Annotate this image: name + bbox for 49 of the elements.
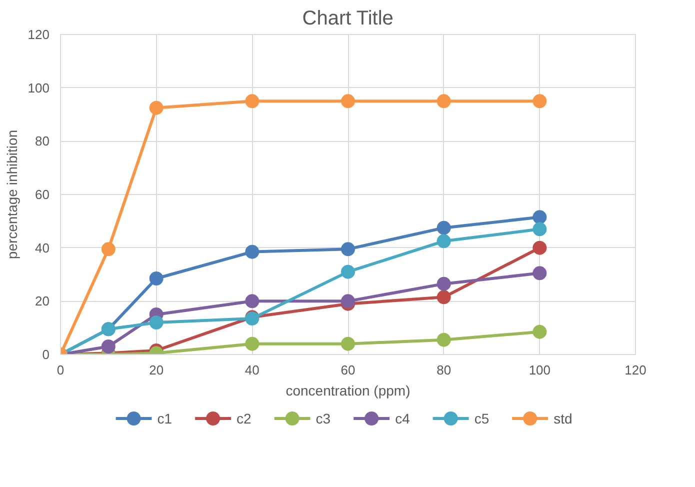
y-tick-label: 80	[35, 134, 50, 149]
y-tick-label: 60	[35, 187, 50, 202]
point	[532, 210, 547, 224]
x-tick-label: 40	[244, 362, 260, 378]
x-tick-label: 60	[340, 362, 356, 378]
point	[245, 244, 260, 259]
point	[341, 264, 355, 279]
y-tick-label: 0	[42, 347, 50, 362]
point	[436, 276, 451, 291]
x-tick-label: 80	[436, 362, 452, 378]
point	[149, 100, 164, 115]
legend-label: c1	[157, 410, 172, 426]
y-tick-label: 20	[35, 294, 50, 309]
point	[101, 242, 116, 256]
point	[532, 324, 547, 339]
point	[341, 336, 355, 351]
legend-label: c2	[236, 410, 252, 426]
x-tick-label: 0	[56, 362, 64, 378]
x-tick-label: 100	[528, 362, 551, 378]
y-tick-label: 40	[35, 240, 50, 256]
point	[532, 266, 547, 280]
point	[149, 272, 164, 286]
point	[245, 94, 260, 108]
x-tick-label: 120	[624, 362, 646, 378]
legend-label: c3	[316, 410, 331, 426]
y-tick-label: 120	[28, 27, 50, 42]
point	[436, 234, 451, 248]
point	[532, 222, 547, 236]
y-axis-title: percentage inhibition	[4, 130, 20, 260]
x-axis-title: concentration (ppm)	[286, 382, 410, 398]
x-tick-label: 20	[149, 362, 164, 378]
point	[532, 240, 547, 255]
point	[436, 220, 451, 235]
point	[436, 332, 451, 347]
legend-label: c4	[395, 410, 410, 426]
point	[245, 336, 260, 351]
chart-title: Chart Title	[302, 8, 394, 30]
point	[341, 94, 355, 108]
point	[341, 294, 355, 308]
point	[245, 294, 260, 308]
legend-label: c5	[474, 410, 490, 426]
point	[101, 340, 116, 354]
point	[341, 242, 355, 256]
point	[149, 316, 164, 330]
point	[532, 94, 547, 108]
point	[436, 94, 451, 108]
legend-label: std	[554, 410, 572, 426]
point	[436, 290, 451, 304]
y-tick-label: 100	[28, 80, 50, 96]
